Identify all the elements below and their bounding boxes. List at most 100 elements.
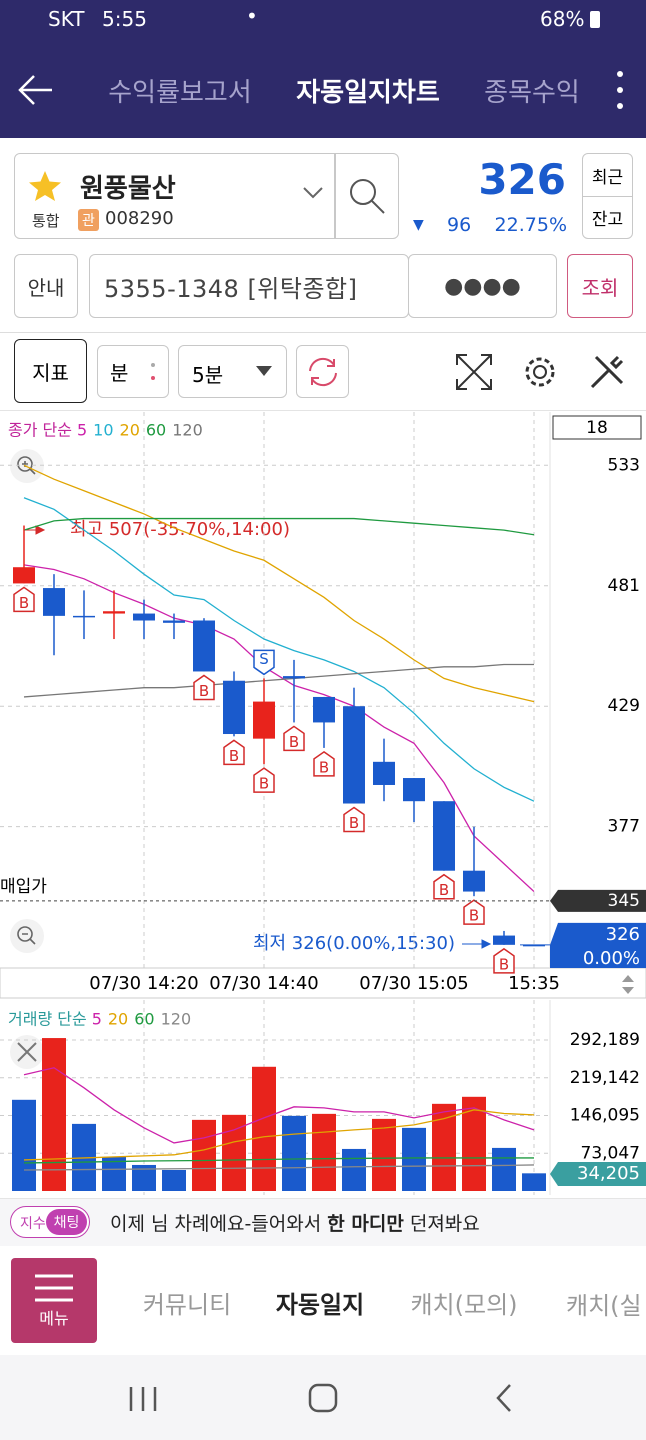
buy-label: B [499,955,509,973]
indicator-button[interactable]: 지표 [14,339,87,403]
battery-level: 68% [540,7,585,31]
last-change: 0.00% [583,948,640,969]
volume-bar [162,1169,186,1191]
nav-tab[interactable]: 캐치(실 [566,1292,642,1320]
balance-button[interactable]: 잔고 [582,196,633,239]
tab-active[interactable]: 자동일지차트 [296,77,440,108]
hamburger [35,1274,73,1302]
buy-label: B [439,881,449,899]
ma-line [23,1157,534,1164]
home[interactable] [308,1383,338,1413]
nav-tab[interactable]: 캐치(모의) [410,1290,518,1319]
legend-entry: 10 [93,421,113,440]
text: 이제 님 차례에요-들어와서 [110,1213,328,1235]
candle-body [133,613,155,621]
y-tick-label: 481 [608,576,640,596]
password-field[interactable]: ●●●● [408,254,557,318]
refresh-icon [308,357,337,386]
settings-button[interactable] [522,354,558,390]
buy-marker [493,947,515,974]
guide-button[interactable]: 안내 [14,254,78,318]
banner[interactable] [0,1198,646,1246]
recent-apps[interactable] [128,1385,158,1413]
volume-bar [492,1147,516,1191]
recent-button[interactable]: 최근 [582,153,633,197]
nav-tab[interactable]: 커뮤니티 [142,1290,232,1319]
change: 96 [447,214,472,236]
legend-title: 종가 단순 [8,421,72,440]
back-button[interactable] [16,70,56,110]
stock-code: 008290 [105,208,174,229]
carrier: SKT [48,7,85,31]
purchase-label: 매입가 [0,877,47,897]
tools-button[interactable] [588,353,626,391]
status-dot: • [246,4,258,28]
buy-marker [313,751,335,777]
account-select[interactable] [89,254,409,318]
candle-body [343,706,365,804]
text: 던져봐요 [403,1213,480,1235]
x-axis-band [0,967,646,999]
tab[interactable]: 종목수익 [484,77,580,108]
volume-bar [522,1173,546,1191]
volume-bar [402,1127,426,1191]
candle-body [523,944,545,947]
dot [151,376,155,380]
x-tick-label: 07/30 14:40 [209,973,318,994]
search-button[interactable] [346,176,388,218]
purchase-value: 345 [608,891,640,911]
price: 326 [478,155,566,204]
candle-body [43,588,65,616]
zoom-out[interactable] [10,919,44,953]
legend-title: 거래량 단순 [8,1010,87,1029]
buy-marker [223,739,245,766]
x-tick-label: 07/30 14:20 [89,973,198,994]
nav-tab-active[interactable]: 자동일지 [275,1290,365,1319]
refresh-button[interactable] [296,345,349,398]
legend-entry: 5 [77,421,87,440]
ma-line [23,497,535,802]
candle-body [193,620,215,672]
candle-body [13,567,35,584]
back[interactable] [494,1383,514,1413]
volume-bar [432,1103,456,1191]
count-box [552,415,642,440]
candle-body [433,801,455,871]
battery-icon [590,11,600,28]
tab[interactable]: 수익률보고서 [108,77,252,108]
low-label: 최저 326(0.00%,15:30) [253,933,455,954]
legend-entry: 120 [161,1010,192,1029]
scroll-arrows[interactable] [622,975,634,994]
stock-name: 원풍물산 [80,174,176,204]
purchase-tag [550,889,646,912]
buy-label: B [349,814,359,832]
volume-bar [192,1119,216,1191]
divider [0,332,646,333]
y-tick-label: 146,095 [570,1106,640,1126]
favorite-star[interactable] [28,170,62,202]
stock-selector[interactable] [14,153,399,239]
period-select[interactable]: 5분 [178,345,287,398]
candle-body [493,935,515,945]
close-volume[interactable] [10,1035,44,1069]
candle-body [163,620,185,623]
ma-line [23,564,535,893]
legend-entry: 60 [146,421,166,440]
fullscreen-button[interactable] [455,353,493,391]
chart-area: 18 최고 507(-35.70%,14:00) 최저 326(0.00%,15… [0,412,646,1195]
badge: 관 [78,209,99,231]
buy-marker [193,674,215,701]
candle-body [253,701,275,739]
text-bold: 한 마디만 [327,1213,404,1235]
legend-entry: 120 [172,421,203,440]
buy-marker [13,586,35,613]
query-button[interactable]: 조회 [567,254,633,318]
unit-button[interactable]: 분 [97,345,169,398]
more-button[interactable] [612,70,628,110]
buy-label: B [289,733,299,751]
volume-bar [282,1115,306,1191]
buy-label: B [469,907,479,925]
volume-label: 34,205 [577,1163,640,1184]
candle-count: 18 [586,418,608,438]
buy-label: B [199,682,209,700]
